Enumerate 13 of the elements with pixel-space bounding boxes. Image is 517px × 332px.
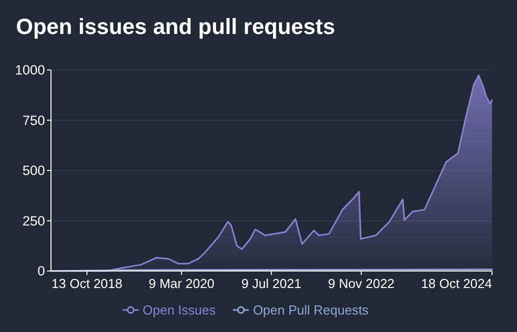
x-tick-label: 18 Oct 2024 — [421, 276, 492, 291]
y-tick-label: 250 — [22, 213, 45, 228]
x-tick-label: 9 Mar 2020 — [148, 276, 214, 291]
legend-label: Open Issues — [142, 302, 216, 318]
chart-title: Open issues and pull requests — [16, 14, 336, 39]
x-tick-label: 9 Jul 2021 — [241, 276, 302, 291]
y-tick-label: 1000 — [14, 62, 45, 78]
y-tick-label: 500 — [22, 163, 45, 178]
legend-label: Open Pull Requests — [252, 302, 370, 318]
y-tick-label: 0 — [37, 264, 45, 279]
y-tick-label: 750 — [22, 112, 45, 128]
x-tick-label: 9 Nov 2022 — [328, 276, 395, 291]
x-tick-label: 13 Oct 2018 — [52, 276, 122, 291]
